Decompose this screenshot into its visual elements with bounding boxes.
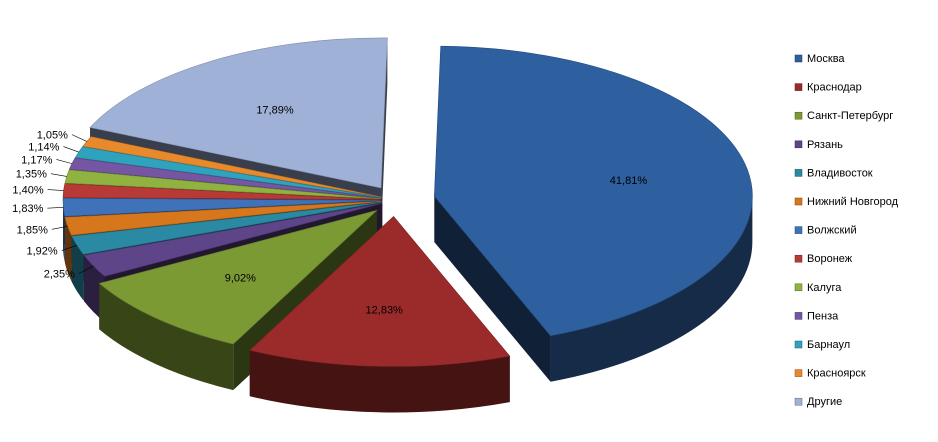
legend-label: Другие bbox=[807, 396, 842, 408]
legend-item: Владивосток bbox=[794, 167, 873, 179]
slice-label: 17,89% bbox=[256, 105, 294, 117]
legend-label: Красноярск bbox=[807, 368, 866, 380]
slice-label: 1,92% bbox=[26, 246, 57, 258]
leader-line bbox=[63, 146, 79, 153]
legend-label: Рязань bbox=[807, 139, 843, 151]
slice-2 bbox=[249, 216, 511, 413]
slice-label: 1,17% bbox=[21, 154, 52, 166]
legend-item: Барнаул bbox=[794, 339, 850, 351]
slice-label: 1,40% bbox=[12, 185, 43, 197]
legend-swatch bbox=[794, 397, 803, 406]
legend-swatch bbox=[794, 111, 803, 120]
slice-label: 12,83% bbox=[366, 304, 404, 316]
legend-item: Нижний Новгород bbox=[794, 196, 899, 208]
legend-label: Москва bbox=[807, 53, 845, 65]
legend-swatch bbox=[794, 312, 803, 320]
legend-swatch bbox=[794, 340, 803, 349]
slice-label: 1,85% bbox=[17, 224, 48, 236]
pie-slices bbox=[62, 37, 753, 413]
legend-label: Барнаул bbox=[807, 339, 850, 351]
legend-swatch bbox=[794, 140, 803, 149]
legend-item: Волжский bbox=[794, 225, 857, 237]
slice-label: 2,35% bbox=[44, 269, 75, 281]
legend-label: Воронеж bbox=[807, 253, 853, 265]
legend-item: Калуга bbox=[794, 282, 842, 294]
leader-line bbox=[50, 173, 67, 177]
leader-line bbox=[61, 245, 78, 251]
leader-line bbox=[71, 134, 87, 142]
legend-item: Воронеж bbox=[794, 253, 853, 265]
legend-label: Краснодар bbox=[807, 82, 862, 94]
legend-swatch bbox=[794, 369, 803, 377]
legend-item: Санкт-Петербург bbox=[794, 110, 893, 122]
legend-item: Москва bbox=[794, 53, 845, 65]
legend-item: Другие bbox=[794, 396, 842, 408]
legend-label: Волжский bbox=[807, 225, 857, 237]
slice-label: 1,05% bbox=[37, 130, 68, 142]
legend-swatch bbox=[794, 254, 803, 263]
legend-label: Санкт-Петербург bbox=[807, 110, 893, 122]
legend-swatch bbox=[794, 83, 803, 91]
slice-label: 1,14% bbox=[28, 142, 59, 154]
slice-label: 1,83% bbox=[12, 203, 43, 215]
legend-item: Рязань bbox=[794, 139, 843, 151]
legend: Москва Краснодар Санкт-Петербург Рязань Влад… bbox=[794, 53, 899, 408]
legend-swatch bbox=[794, 226, 803, 234]
legend-item: Краснодар bbox=[794, 82, 862, 94]
slice-label: 1,35% bbox=[16, 169, 47, 181]
legend-label: Пенза bbox=[807, 310, 839, 322]
leader-line bbox=[51, 225, 68, 230]
legend-swatch bbox=[794, 54, 803, 63]
legend-swatch bbox=[794, 283, 803, 292]
legend-label: Калуга bbox=[807, 282, 842, 294]
legend-swatch bbox=[794, 169, 803, 177]
slice-1 bbox=[434, 45, 753, 382]
legend-item: Пенза bbox=[794, 310, 839, 322]
slice-label: 41,81% bbox=[610, 175, 648, 187]
leader-line bbox=[47, 207, 64, 209]
legend-label: Нижний Новгород bbox=[807, 196, 899, 208]
legend-swatch bbox=[794, 197, 803, 206]
leader-line bbox=[78, 265, 94, 274]
legend-label: Владивосток bbox=[807, 167, 873, 179]
leader-line bbox=[56, 159, 73, 164]
leader-line bbox=[47, 189, 64, 191]
pie-labels: 41,81% 12,83% 9,02% 2,35% 1,92% 1,85% 1,83% 1,4… bbox=[12, 105, 647, 317]
slice-label: 9,02% bbox=[225, 272, 256, 284]
legend-item: Красноярск bbox=[794, 368, 866, 380]
